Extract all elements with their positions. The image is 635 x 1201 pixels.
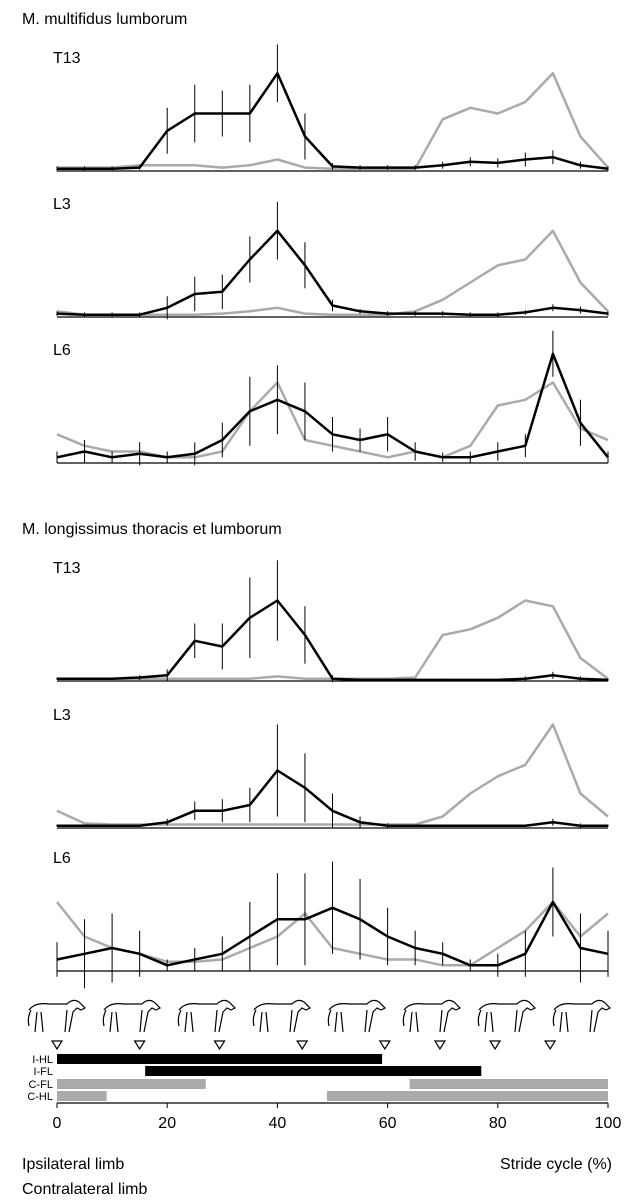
- line: [57, 72, 609, 170]
- panel-label: T13: [53, 560, 81, 577]
- x-tick-label: 100: [595, 1115, 622, 1132]
- footfall-marker: [544, 1040, 557, 1051]
- line: [57, 769, 608, 827]
- legend-label: Contralateral limb: [22, 1181, 147, 1198]
- stance-bar: [57, 1079, 206, 1089]
- footfall-marker: [378, 1040, 391, 1051]
- category-label: C-HL: [27, 1091, 53, 1103]
- panel-label: L6: [53, 850, 71, 867]
- panel-label: T13: [53, 50, 81, 67]
- footfall-marker: [133, 1040, 146, 1051]
- line: [57, 599, 609, 682]
- line: [57, 599, 609, 680]
- x-tick-label: 0: [53, 1115, 62, 1132]
- stance-bar: [57, 1054, 383, 1064]
- panel-label: L6: [53, 342, 71, 359]
- section-title: M. multifidus lumborum: [22, 11, 187, 28]
- line: [56, 229, 609, 316]
- category-label: C-FL: [29, 1079, 53, 1091]
- legend-label: Ipsilateral limb: [22, 1156, 124, 1173]
- x-tick-label: 40: [269, 1115, 287, 1132]
- stance-bar: [145, 1066, 482, 1076]
- line: [56, 229, 609, 316]
- footfall-marker: [213, 1040, 226, 1051]
- stance-bar: [409, 1079, 608, 1089]
- dog-icons: [27, 999, 611, 1033]
- x-tick-label: 60: [379, 1115, 397, 1132]
- panel-label: L3: [53, 707, 71, 724]
- section-title: M. longissimus thoracis et lumborum: [22, 521, 282, 538]
- footfall-marker: [296, 1040, 309, 1051]
- category-label: I-FL: [33, 1066, 53, 1078]
- stance-bar: [326, 1091, 608, 1101]
- x-tick-label: 80: [489, 1115, 507, 1132]
- line: [56, 352, 609, 459]
- line: [56, 900, 609, 967]
- x-axis-label: Stride cycle (%): [500, 1156, 612, 1173]
- panel-label: L3: [53, 196, 71, 213]
- footfall-marker: [50, 1040, 64, 1051]
- footfall-marker: [433, 1040, 447, 1051]
- stance-bar: [57, 1091, 107, 1101]
- x-tick-label: 20: [158, 1115, 176, 1132]
- footfall-marker: [488, 1040, 502, 1051]
- category-label: I-HL: [32, 1054, 53, 1066]
